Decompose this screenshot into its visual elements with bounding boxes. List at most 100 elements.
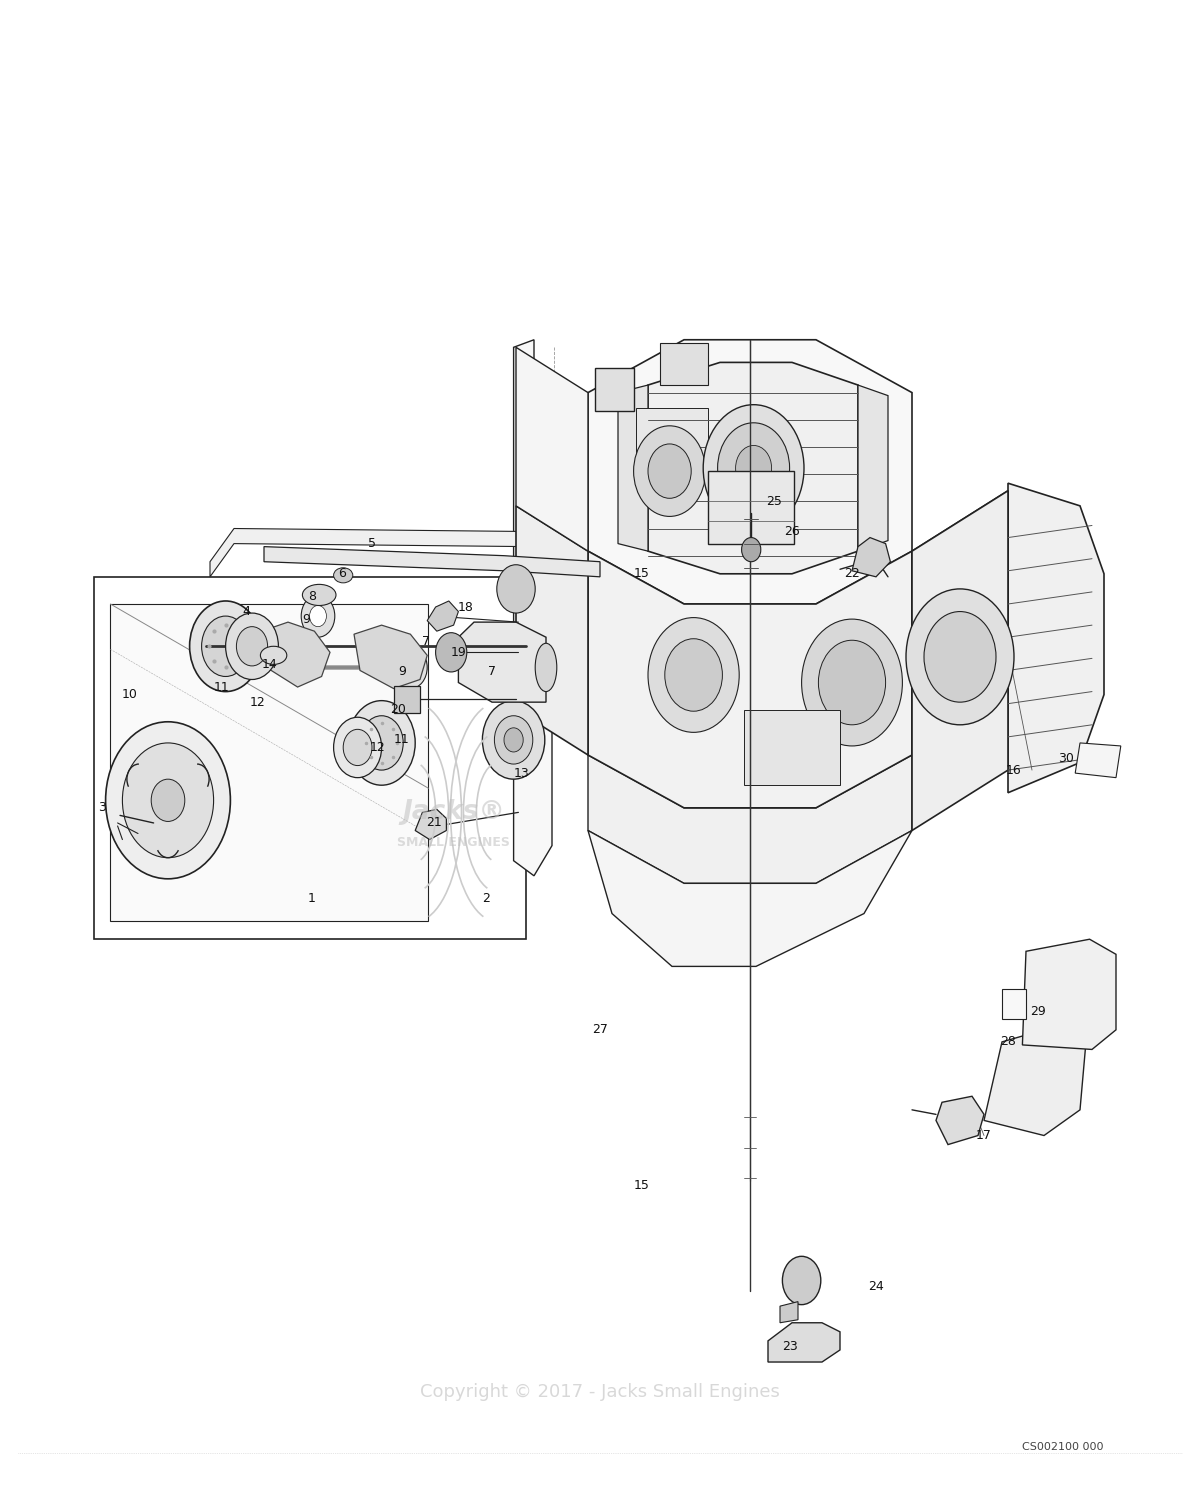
Circle shape: [334, 717, 382, 778]
Text: 15: 15: [634, 1179, 650, 1191]
Circle shape: [634, 426, 706, 516]
Polygon shape: [415, 809, 446, 840]
Text: 7: 7: [488, 666, 496, 678]
Circle shape: [190, 601, 262, 692]
Text: Jacks®: Jacks®: [402, 799, 505, 826]
Bar: [744, 710, 840, 785]
Polygon shape: [588, 340, 912, 604]
Circle shape: [906, 589, 1014, 725]
Ellipse shape: [535, 643, 557, 692]
Text: 7: 7: [422, 636, 430, 648]
Bar: [636, 408, 708, 468]
Text: 30: 30: [1057, 752, 1074, 764]
Circle shape: [736, 445, 772, 491]
Text: 22: 22: [844, 568, 860, 580]
Ellipse shape: [260, 646, 287, 664]
Text: 16: 16: [1006, 764, 1022, 776]
Text: Copyright © 2017 - Jacks Small Engines: Copyright © 2017 - Jacks Small Engines: [420, 1383, 780, 1401]
Circle shape: [343, 729, 372, 766]
Polygon shape: [780, 1302, 798, 1323]
Text: 12: 12: [370, 741, 386, 753]
Text: 4: 4: [242, 606, 250, 618]
Polygon shape: [588, 831, 912, 966]
Circle shape: [236, 627, 268, 666]
Polygon shape: [516, 506, 588, 755]
Polygon shape: [262, 622, 330, 687]
Circle shape: [202, 616, 250, 676]
Circle shape: [494, 716, 533, 764]
Text: CS002100 000: CS002100 000: [1022, 1442, 1104, 1451]
Circle shape: [818, 640, 886, 725]
Polygon shape: [858, 385, 888, 551]
Text: 9: 9: [302, 613, 310, 625]
Polygon shape: [1008, 483, 1104, 793]
Circle shape: [648, 618, 739, 732]
Circle shape: [301, 595, 335, 637]
Bar: [708, 471, 794, 544]
Circle shape: [718, 423, 790, 513]
Text: 11: 11: [394, 734, 410, 746]
Polygon shape: [936, 1096, 984, 1145]
Circle shape: [504, 728, 523, 752]
Bar: [595, 368, 634, 411]
Bar: [94, 577, 526, 939]
Circle shape: [394, 646, 427, 689]
Text: 25: 25: [766, 495, 782, 507]
Polygon shape: [912, 491, 1008, 830]
Polygon shape: [588, 755, 912, 883]
Circle shape: [802, 619, 902, 746]
Text: 17: 17: [976, 1129, 992, 1142]
Polygon shape: [618, 385, 648, 551]
Text: 5: 5: [368, 538, 376, 550]
Polygon shape: [768, 1323, 840, 1362]
Polygon shape: [514, 340, 552, 876]
Text: 3: 3: [98, 802, 106, 814]
Text: 8: 8: [308, 590, 316, 602]
Circle shape: [482, 701, 545, 779]
Text: 9: 9: [398, 666, 406, 678]
Text: 15: 15: [634, 568, 650, 580]
Ellipse shape: [302, 584, 336, 606]
Text: 20: 20: [390, 704, 407, 716]
Polygon shape: [264, 547, 600, 577]
Polygon shape: [354, 625, 427, 689]
Polygon shape: [912, 491, 1008, 755]
Polygon shape: [984, 1030, 1086, 1136]
Circle shape: [348, 701, 415, 785]
Text: 12: 12: [250, 696, 266, 708]
Text: 23: 23: [781, 1341, 798, 1353]
Text: 6: 6: [338, 568, 346, 580]
Circle shape: [703, 405, 804, 532]
Circle shape: [497, 565, 535, 613]
Circle shape: [122, 743, 214, 858]
Bar: [660, 343, 708, 385]
Circle shape: [742, 538, 761, 562]
Circle shape: [648, 444, 691, 498]
Text: 1: 1: [308, 892, 316, 904]
Text: 29: 29: [1030, 1006, 1046, 1018]
Polygon shape: [458, 622, 546, 702]
Circle shape: [924, 612, 996, 702]
Polygon shape: [210, 528, 600, 577]
Text: 11: 11: [214, 681, 230, 693]
Text: 14: 14: [262, 658, 278, 670]
Circle shape: [665, 639, 722, 711]
Polygon shape: [1022, 939, 1116, 1049]
Text: 24: 24: [868, 1280, 884, 1293]
Text: 13: 13: [514, 767, 530, 779]
Circle shape: [106, 722, 230, 879]
Circle shape: [151, 779, 185, 821]
Text: SMALL ENGINES: SMALL ENGINES: [397, 837, 510, 849]
Text: 2: 2: [482, 892, 490, 904]
Text: 18: 18: [457, 601, 474, 613]
Text: 21: 21: [426, 817, 443, 829]
Circle shape: [436, 633, 467, 672]
Text: 19: 19: [450, 646, 467, 658]
Text: 27: 27: [592, 1024, 608, 1036]
Circle shape: [360, 716, 403, 770]
Polygon shape: [516, 347, 588, 551]
Bar: [394, 686, 420, 713]
Circle shape: [402, 657, 419, 678]
Text: 26: 26: [784, 525, 800, 538]
Ellipse shape: [334, 568, 353, 583]
